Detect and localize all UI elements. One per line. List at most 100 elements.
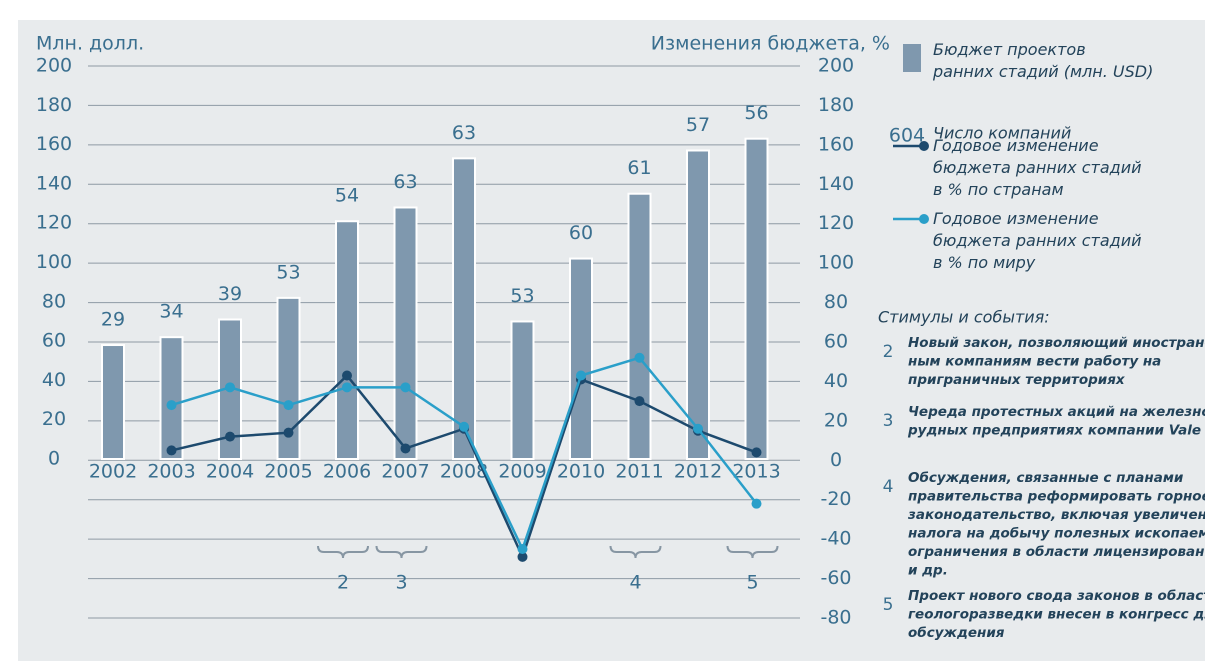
point <box>342 382 352 393</box>
y-tick-label: 80 <box>42 290 66 312</box>
point <box>459 421 469 432</box>
events-title: Стимулы и события: <box>878 308 1050 327</box>
bar <box>452 157 476 460</box>
bar <box>276 296 301 460</box>
point <box>517 551 528 562</box>
bar <box>101 344 125 460</box>
point <box>225 382 235 393</box>
company-count: 57 <box>686 114 710 136</box>
point <box>693 423 703 434</box>
y-tick-label: 200 <box>36 55 72 77</box>
event-marker: 5 <box>746 572 758 594</box>
event-number: 5 <box>883 595 894 615</box>
legend-sample: 604 <box>889 125 925 147</box>
legend-label: Бюджет проектов ранних стадий (млн. USD) <box>932 40 1153 81</box>
legend-marker <box>919 214 929 224</box>
background <box>18 20 1205 661</box>
x-tick-label: 2007 <box>381 461 429 483</box>
point <box>283 427 294 438</box>
company-count: 56 <box>744 102 768 124</box>
event-number: 3 <box>883 411 894 431</box>
y-tick-label: 140 <box>36 172 72 194</box>
point <box>751 447 762 458</box>
y2-tick-label: 100 <box>818 252 854 274</box>
company-count: 63 <box>452 122 476 144</box>
bar <box>627 192 652 460</box>
bar <box>686 149 710 460</box>
bar <box>335 220 359 460</box>
point <box>576 370 586 381</box>
brace <box>609 545 662 559</box>
y2-tick-label: 40 <box>824 370 848 392</box>
legend-swatch <box>903 44 921 72</box>
point <box>166 400 177 411</box>
bar <box>510 320 535 461</box>
x-tick-label: 2006 <box>323 461 371 483</box>
point <box>283 400 294 411</box>
point <box>400 443 411 454</box>
y2-tick-label: 120 <box>818 212 854 234</box>
legend-label: Годовое изменение бюджета ранних стадий в … <box>933 209 1141 272</box>
company-count: 34 <box>159 301 183 323</box>
brace <box>317 545 369 559</box>
company-count: 63 <box>393 171 417 193</box>
y2-tick-label: 80 <box>824 291 848 313</box>
y2-tick-label: 160 <box>818 133 854 155</box>
company-count: 54 <box>335 185 359 207</box>
event-marker: 4 <box>629 572 641 594</box>
brace <box>726 545 779 559</box>
event-text: Череда протестных акций на железно-рудны… <box>907 404 1205 439</box>
y2-axis-label: Изменения бюджета, % <box>651 33 890 55</box>
legend-label: Годовое изменение бюджета ранних стадий в … <box>933 136 1141 199</box>
y2-tick-label: -60 <box>820 567 851 589</box>
event-text: Новый закон, позволяющий иностран-ным ко… <box>908 335 1205 388</box>
event-marker: 3 <box>395 572 407 594</box>
brace <box>375 545 428 559</box>
y2-tick-label: 20 <box>824 409 848 431</box>
event-number: 4 <box>883 477 894 497</box>
x-tick-label: 2012 <box>674 461 722 483</box>
x-tick-label: 2011 <box>615 461 663 483</box>
x-tick-label: 2005 <box>264 461 312 483</box>
y-tick-label: 60 <box>42 330 66 352</box>
y-tick-label: 0 <box>48 448 60 470</box>
company-count: 60 <box>569 222 593 244</box>
company-count: 29 <box>101 309 125 331</box>
point <box>166 445 177 456</box>
y2-tick-label: 180 <box>818 94 854 116</box>
event-number: 2 <box>883 342 894 362</box>
y2-tick-label: -80 <box>820 607 851 629</box>
bar <box>744 137 769 461</box>
x-tick-label: 2013 <box>732 461 780 483</box>
x-tick-label: 2003 <box>147 461 195 483</box>
y-axis-label: Млн. долл. <box>36 33 144 55</box>
point <box>400 382 411 393</box>
legend-marker <box>919 141 929 151</box>
event-text: Проект нового свода законов в области гео… <box>908 588 1205 641</box>
y2-tick-label: 60 <box>824 331 848 353</box>
point <box>634 352 645 363</box>
point <box>342 370 352 381</box>
x-tick-label: 2010 <box>557 461 605 483</box>
y2-tick-label: 200 <box>818 55 854 77</box>
y-tick-label: 180 <box>36 94 72 116</box>
bar <box>393 206 418 460</box>
point <box>225 431 235 442</box>
y2-tick-label: -40 <box>820 528 851 550</box>
y-tick-label: 100 <box>36 251 72 273</box>
bar <box>569 257 593 460</box>
x-tick-label: 2004 <box>206 461 254 483</box>
x-tick-label: 2009 <box>498 461 546 483</box>
y-tick-label: 40 <box>42 369 66 391</box>
y-tick-label: 120 <box>36 212 72 234</box>
bar <box>159 336 184 461</box>
point <box>751 498 762 509</box>
company-count: 53 <box>276 261 300 283</box>
company-count: 53 <box>510 285 534 307</box>
y-tick-label: 20 <box>42 408 66 430</box>
company-count: 39 <box>218 283 242 305</box>
y2-tick-label: 0 <box>830 449 842 471</box>
y2-tick-label: -20 <box>820 488 851 510</box>
company-count: 61 <box>627 157 651 179</box>
